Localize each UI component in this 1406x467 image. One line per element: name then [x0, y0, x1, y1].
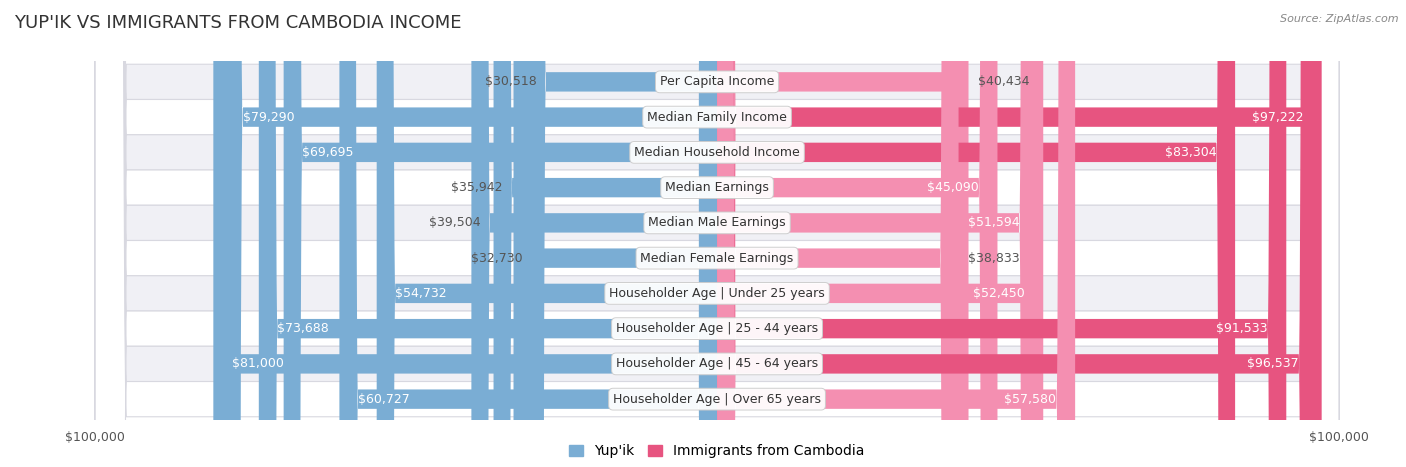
FancyBboxPatch shape: [513, 0, 717, 467]
FancyBboxPatch shape: [717, 0, 997, 467]
Text: $52,450: $52,450: [973, 287, 1025, 300]
Text: $38,833: $38,833: [967, 252, 1019, 265]
FancyBboxPatch shape: [96, 0, 1339, 467]
FancyBboxPatch shape: [377, 0, 717, 467]
FancyBboxPatch shape: [717, 0, 1317, 467]
Text: YUP'IK VS IMMIGRANTS FROM CAMBODIA INCOME: YUP'IK VS IMMIGRANTS FROM CAMBODIA INCOM…: [14, 14, 461, 32]
Text: $69,695: $69,695: [302, 146, 354, 159]
Text: Median Male Earnings: Median Male Earnings: [648, 216, 786, 229]
Text: $51,594: $51,594: [967, 216, 1019, 229]
FancyBboxPatch shape: [96, 0, 1339, 467]
FancyBboxPatch shape: [96, 0, 1339, 467]
Text: $32,730: $32,730: [471, 252, 523, 265]
FancyBboxPatch shape: [717, 0, 1234, 467]
Text: $96,537: $96,537: [1247, 357, 1299, 370]
Text: Per Capita Income: Per Capita Income: [659, 75, 775, 88]
FancyBboxPatch shape: [284, 0, 717, 467]
Text: $40,434: $40,434: [977, 75, 1029, 88]
FancyBboxPatch shape: [717, 0, 1043, 467]
Text: Householder Age | Under 25 years: Householder Age | Under 25 years: [609, 287, 825, 300]
Legend: Yup'ik, Immigrants from Cambodia: Yup'ik, Immigrants from Cambodia: [564, 439, 870, 464]
Text: Householder Age | Over 65 years: Householder Age | Over 65 years: [613, 393, 821, 406]
Text: Median Earnings: Median Earnings: [665, 181, 769, 194]
Text: $35,942: $35,942: [451, 181, 503, 194]
Text: Householder Age | 25 - 44 years: Householder Age | 25 - 44 years: [616, 322, 818, 335]
FancyBboxPatch shape: [717, 0, 969, 467]
Text: $30,518: $30,518: [485, 75, 537, 88]
FancyBboxPatch shape: [224, 0, 717, 467]
Text: $81,000: $81,000: [232, 357, 284, 370]
Text: $45,090: $45,090: [927, 181, 979, 194]
FancyBboxPatch shape: [96, 0, 1339, 467]
Text: $54,732: $54,732: [395, 287, 447, 300]
FancyBboxPatch shape: [96, 0, 1339, 467]
FancyBboxPatch shape: [717, 0, 1322, 467]
Text: Source: ZipAtlas.com: Source: ZipAtlas.com: [1281, 14, 1399, 24]
Text: Median Household Income: Median Household Income: [634, 146, 800, 159]
FancyBboxPatch shape: [96, 0, 1339, 467]
FancyBboxPatch shape: [717, 0, 1286, 467]
FancyBboxPatch shape: [717, 0, 959, 467]
FancyBboxPatch shape: [214, 0, 717, 467]
FancyBboxPatch shape: [96, 0, 1339, 467]
FancyBboxPatch shape: [717, 0, 1038, 467]
Text: $83,304: $83,304: [1164, 146, 1216, 159]
Text: $60,727: $60,727: [359, 393, 409, 406]
Text: $97,222: $97,222: [1251, 111, 1303, 124]
FancyBboxPatch shape: [471, 0, 717, 467]
FancyBboxPatch shape: [527, 0, 717, 467]
FancyBboxPatch shape: [259, 0, 717, 467]
FancyBboxPatch shape: [96, 0, 1339, 467]
Text: $57,580: $57,580: [1004, 393, 1056, 406]
Text: Median Family Income: Median Family Income: [647, 111, 787, 124]
Text: $73,688: $73,688: [277, 322, 329, 335]
FancyBboxPatch shape: [494, 0, 717, 467]
FancyBboxPatch shape: [96, 0, 1339, 467]
Text: $79,290: $79,290: [243, 111, 294, 124]
Text: $39,504: $39,504: [429, 216, 481, 229]
Text: Householder Age | 45 - 64 years: Householder Age | 45 - 64 years: [616, 357, 818, 370]
FancyBboxPatch shape: [96, 0, 1339, 467]
Text: Median Female Earnings: Median Female Earnings: [641, 252, 793, 265]
FancyBboxPatch shape: [717, 0, 1076, 467]
Text: $91,533: $91,533: [1216, 322, 1268, 335]
FancyBboxPatch shape: [339, 0, 717, 467]
